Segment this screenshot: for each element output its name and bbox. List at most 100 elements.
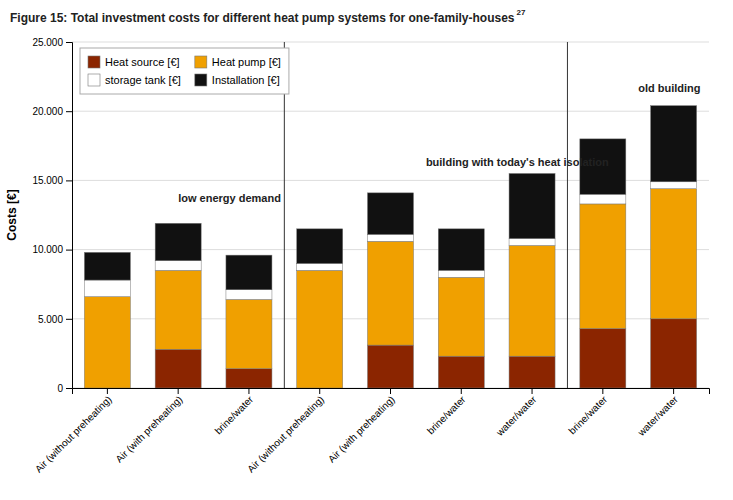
- tick-mark: [178, 388, 179, 394]
- bar-segment: [155, 261, 201, 271]
- bar-segment: [84, 252, 130, 280]
- series: [84, 189, 696, 388]
- bar-segment: [367, 234, 413, 241]
- tick-label: water/water: [493, 393, 539, 439]
- bar-segment: [509, 173, 555, 238]
- tick-label: 15.000: [32, 175, 63, 186]
- x-axis: Air (without preheating)Air (with prehea…: [33, 388, 710, 475]
- bar-segment: [438, 270, 484, 277]
- bar-segment: [367, 241, 413, 345]
- bar-segment: [84, 297, 130, 388]
- legend-label: Installation [€]: [212, 74, 280, 86]
- tick-mark: [319, 388, 320, 394]
- tick-label: 25.000: [32, 37, 63, 48]
- tick-mark: [107, 388, 108, 394]
- tick: 5.000: [38, 314, 72, 325]
- title-superscript: 27: [517, 8, 526, 17]
- tick-label: brine/water: [425, 393, 468, 436]
- grid-line: [72, 111, 709, 112]
- tick: brine/water: [425, 388, 468, 436]
- bar-segment: [509, 356, 555, 388]
- tick: 0: [57, 383, 72, 394]
- tick: 20.000: [32, 106, 72, 117]
- legend-item: Installation [€]: [195, 74, 280, 86]
- bar-segment: [438, 277, 484, 356]
- bar-segment: [580, 204, 626, 329]
- tick-mark: [66, 111, 72, 112]
- tick-mark: [602, 388, 603, 394]
- tick: water/water: [635, 388, 681, 439]
- tick-label: Air (with preheating): [326, 394, 397, 465]
- series: [84, 182, 696, 300]
- bar-segment: [651, 182, 697, 189]
- chart: Figure 15: Total investment costs for di…: [0, 0, 733, 500]
- title: Figure 15: Total investment costs for di…: [10, 11, 515, 25]
- tick-label: Air (with preheating): [113, 394, 184, 465]
- bar-segment: [580, 328, 626, 388]
- tick-label: brine/water: [213, 393, 256, 436]
- tick: Air (with preheating): [326, 388, 397, 465]
- tick-label: 20.000: [32, 106, 63, 117]
- tick: brine/water: [566, 388, 609, 436]
- tick-mark: [66, 319, 72, 320]
- bar-segment: [297, 263, 343, 270]
- tick-label: water/water: [635, 393, 681, 439]
- legend: Heat source [€] Heat pump [€] storage tank…: [80, 48, 289, 94]
- tick-label: 5.000: [38, 314, 63, 325]
- tick-label: 10.000: [32, 244, 63, 255]
- legend-label: storage tank [€]: [105, 74, 181, 86]
- legend-swatch: [88, 56, 100, 68]
- bar-segment: [438, 356, 484, 388]
- legend-label: Heat source [€]: [105, 56, 180, 68]
- legend-item: storage tank [€]: [88, 74, 181, 86]
- axis-line: [66, 43, 73, 389]
- tick-mark: [461, 388, 462, 394]
- bar-segment: [651, 319, 697, 388]
- tick-mark: [66, 388, 72, 389]
- section-divider: [567, 42, 568, 388]
- bar-segment: [297, 270, 343, 388]
- tick-label: 0: [57, 383, 63, 394]
- group-label: building with today's heat isolation: [426, 156, 609, 168]
- annotations: low energy demand building with today's h…: [178, 82, 700, 205]
- bar-segment: [438, 229, 484, 271]
- tick-mark: [673, 388, 674, 394]
- tick: 10.000: [32, 244, 72, 255]
- tick: water/water: [493, 388, 539, 439]
- tick-label: brine/water: [566, 393, 609, 436]
- bar-segment: [155, 270, 201, 349]
- grid: [72, 42, 709, 388]
- grid-line: [72, 42, 709, 43]
- legend-item: Heat source [€]: [88, 56, 180, 68]
- tick-mark: [66, 250, 72, 251]
- bar-segment: [297, 229, 343, 264]
- legend-label: Heat pump [€]: [212, 56, 281, 68]
- tick: brine/water: [213, 388, 256, 436]
- bar-segment: [226, 299, 272, 368]
- group-label: low energy demand: [178, 192, 281, 204]
- tick: 25.000: [32, 37, 72, 48]
- series: [84, 106, 696, 290]
- plot: 0 5.000 10.000 15.000 20.000 25.000 Air (witho…: [32, 37, 709, 475]
- group-label: old building: [638, 82, 700, 94]
- tick: Air (without preheating): [33, 388, 114, 475]
- tick: Air (with preheating): [113, 388, 184, 465]
- y-axis: 0 5.000 10.000 15.000 20.000 25.000: [32, 37, 72, 394]
- tick-mark: [66, 180, 72, 181]
- tick-mark: [390, 388, 391, 394]
- tick-label: Air (without preheating): [245, 394, 326, 475]
- tick-mark: [248, 388, 249, 394]
- tick-label: Air (without preheating): [33, 394, 114, 475]
- legend-swatch: [195, 56, 207, 68]
- axis-line: [73, 389, 710, 395]
- bar-segment: [367, 345, 413, 388]
- bar-segment: [509, 239, 555, 246]
- tick-mark: [532, 388, 533, 394]
- legend-swatch: [195, 74, 207, 86]
- y-axis-label: Costs [€]: [5, 189, 19, 240]
- bar-segment: [580, 194, 626, 204]
- bar-segment: [509, 245, 555, 356]
- legend-item: Heat pump [€]: [195, 56, 281, 68]
- bar-segment: [155, 349, 201, 388]
- bar-segment: [84, 280, 130, 297]
